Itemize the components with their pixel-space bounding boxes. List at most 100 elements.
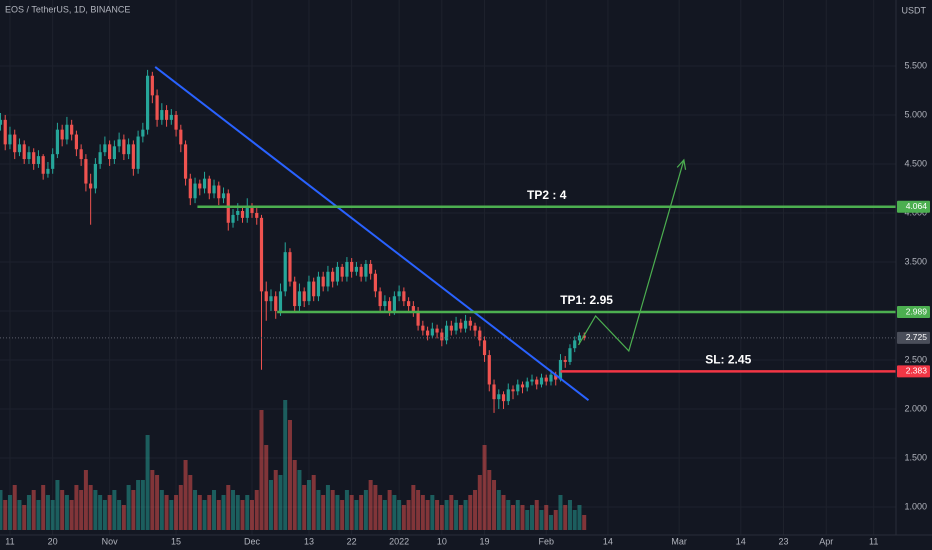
volume-bar	[297, 470, 302, 530]
volume-bar	[311, 475, 316, 530]
candle-body	[79, 149, 83, 160]
chart-title: EOS / TetherUS, 1D, BINANCE	[5, 4, 130, 14]
volume-bar	[316, 490, 321, 530]
candle-body	[183, 144, 188, 179]
level-label: TP2 : 4	[527, 188, 567, 202]
candle-body	[141, 129, 145, 137]
volume-bar	[487, 470, 492, 530]
level-tag-label: 2.989	[906, 306, 928, 316]
volume-bar	[188, 475, 193, 530]
volume-bar	[254, 490, 259, 530]
volume-bar	[121, 505, 126, 530]
x-tick-label: 23	[779, 536, 789, 546]
candle-body	[473, 325, 477, 331]
candle-body	[549, 374, 553, 382]
volume-bar	[363, 490, 368, 530]
projection-arrowhead	[676, 158, 687, 170]
candle-body	[8, 134, 12, 145]
candle-body	[539, 377, 544, 385]
volume-bar	[69, 500, 74, 530]
x-tick-label: Apr	[819, 536, 833, 546]
candle-body	[468, 320, 472, 326]
candle-body	[122, 139, 126, 155]
candle-body	[89, 183, 93, 189]
x-tick-label: Dec	[244, 536, 261, 546]
level-tag	[897, 200, 930, 213]
volume-bar	[511, 505, 516, 530]
volume-bar	[112, 490, 117, 530]
candle-body	[544, 377, 548, 382]
volume-bar	[107, 495, 112, 530]
candle-body	[331, 271, 335, 282]
candle-body	[117, 139, 121, 147]
volume-bar	[231, 490, 236, 530]
volume-bar	[582, 515, 587, 530]
candle-body	[188, 178, 192, 199]
candle-body	[36, 156, 41, 164]
volume-bar	[102, 500, 107, 530]
volume-bar	[7, 495, 12, 530]
candle-body	[255, 212, 259, 218]
candle-body	[302, 291, 306, 302]
candle-body	[520, 384, 525, 388]
volume-bar	[26, 495, 31, 530]
x-tick-label: 20	[48, 536, 58, 546]
volume-bar	[83, 470, 88, 530]
volume-bar	[515, 500, 520, 530]
volume-bar	[126, 485, 131, 530]
candle-body	[525, 381, 529, 388]
level-tag	[897, 365, 930, 378]
candle-body	[430, 328, 434, 336]
candle-body	[487, 355, 491, 385]
candle-body	[127, 144, 131, 155]
volume-bar	[416, 490, 421, 530]
candle-body	[169, 114, 173, 120]
volume-bar	[359, 495, 364, 530]
volume-bar	[41, 485, 46, 530]
candle-body	[74, 134, 79, 150]
volume-bar	[278, 475, 283, 530]
volume-bar	[174, 495, 179, 530]
candle-body	[425, 330, 430, 336]
candle-body	[13, 134, 17, 153]
x-tick-label: 14	[736, 536, 746, 546]
candle-body	[454, 322, 458, 331]
volume-bar	[463, 500, 468, 530]
candle-body	[32, 152, 36, 164]
volume-bar	[496, 490, 501, 530]
candle-body	[516, 384, 520, 392]
candle-body	[103, 144, 107, 153]
volume-bar	[420, 495, 425, 530]
volume-bar	[197, 495, 202, 530]
x-tick-label: 11	[5, 536, 14, 546]
candle-body	[373, 273, 377, 292]
volume-bar	[36, 500, 41, 530]
volume-bar	[321, 495, 326, 530]
volume-bar	[240, 500, 245, 530]
candle-body	[463, 320, 468, 329]
volume-bar	[183, 460, 188, 530]
candle-body	[293, 281, 297, 307]
x-tick-label: 2022	[389, 536, 409, 546]
x-tick-label: 14	[603, 536, 613, 546]
volume-bar	[520, 505, 525, 530]
candle-body	[392, 296, 396, 311]
candle-body	[17, 144, 22, 153]
volume-bar	[88, 485, 93, 530]
volume-bar	[145, 435, 150, 530]
candle-body	[145, 75, 150, 130]
volume-bar	[340, 500, 345, 530]
volume-bar	[577, 505, 582, 530]
last-price-tag	[897, 331, 930, 344]
x-tick-label: Feb	[538, 536, 554, 546]
volume-bar	[430, 495, 435, 530]
volume-bar	[368, 480, 373, 530]
volume-bar	[397, 500, 402, 530]
volume-bar	[212, 490, 217, 530]
candle-body	[411, 306, 415, 311]
candle-body	[383, 301, 387, 307]
candle-body	[84, 159, 88, 184]
candle-body	[506, 389, 510, 402]
candle-body	[288, 252, 292, 282]
